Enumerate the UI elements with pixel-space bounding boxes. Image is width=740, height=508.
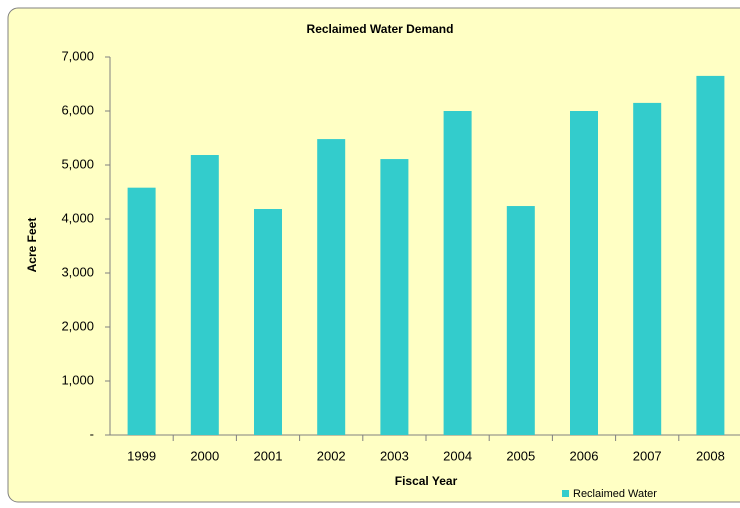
legend-swatch (562, 490, 569, 497)
x-tick-label: 2002 (317, 448, 346, 463)
bar (506, 206, 535, 435)
chart-background (7, 7, 740, 503)
x-tick-label: 2003 (380, 448, 409, 463)
x-tick-label: 1999 (127, 448, 156, 463)
bar (696, 75, 725, 436)
x-tick-label: 2006 (570, 448, 599, 463)
bar (127, 187, 156, 435)
y-axis-title: Acre Feet (25, 218, 39, 273)
y-tick-label: 5,000 (61, 156, 94, 171)
y-tick-label: 3,000 (61, 264, 94, 279)
x-tick-label: 2001 (254, 448, 283, 463)
x-tick-label: 2004 (443, 448, 472, 463)
bar (254, 209, 282, 435)
bar (633, 102, 662, 436)
y-tick-label: - (90, 426, 94, 441)
y-tick-label: 6,000 (61, 102, 94, 117)
x-axis-title: Fiscal Year (395, 474, 458, 488)
y-tick-label: 7,000 (61, 48, 94, 63)
bar (380, 159, 409, 435)
bar (443, 111, 472, 435)
x-tick-label: 2007 (633, 448, 662, 463)
bar (190, 155, 219, 435)
chart-title: Reclaimed Water Demand (307, 22, 454, 36)
bar (317, 139, 346, 435)
x-tick-label: 2005 (506, 448, 535, 463)
y-tick-label: 1,000 (61, 372, 94, 387)
legend-label: Reclaimed Water (573, 488, 657, 500)
x-tick-label: 2008 (696, 448, 725, 463)
y-tick-label: 2,000 (61, 318, 94, 333)
x-tick-label: 2000 (190, 448, 219, 463)
bar (570, 111, 598, 435)
y-tick-label: 4,000 (61, 210, 94, 225)
